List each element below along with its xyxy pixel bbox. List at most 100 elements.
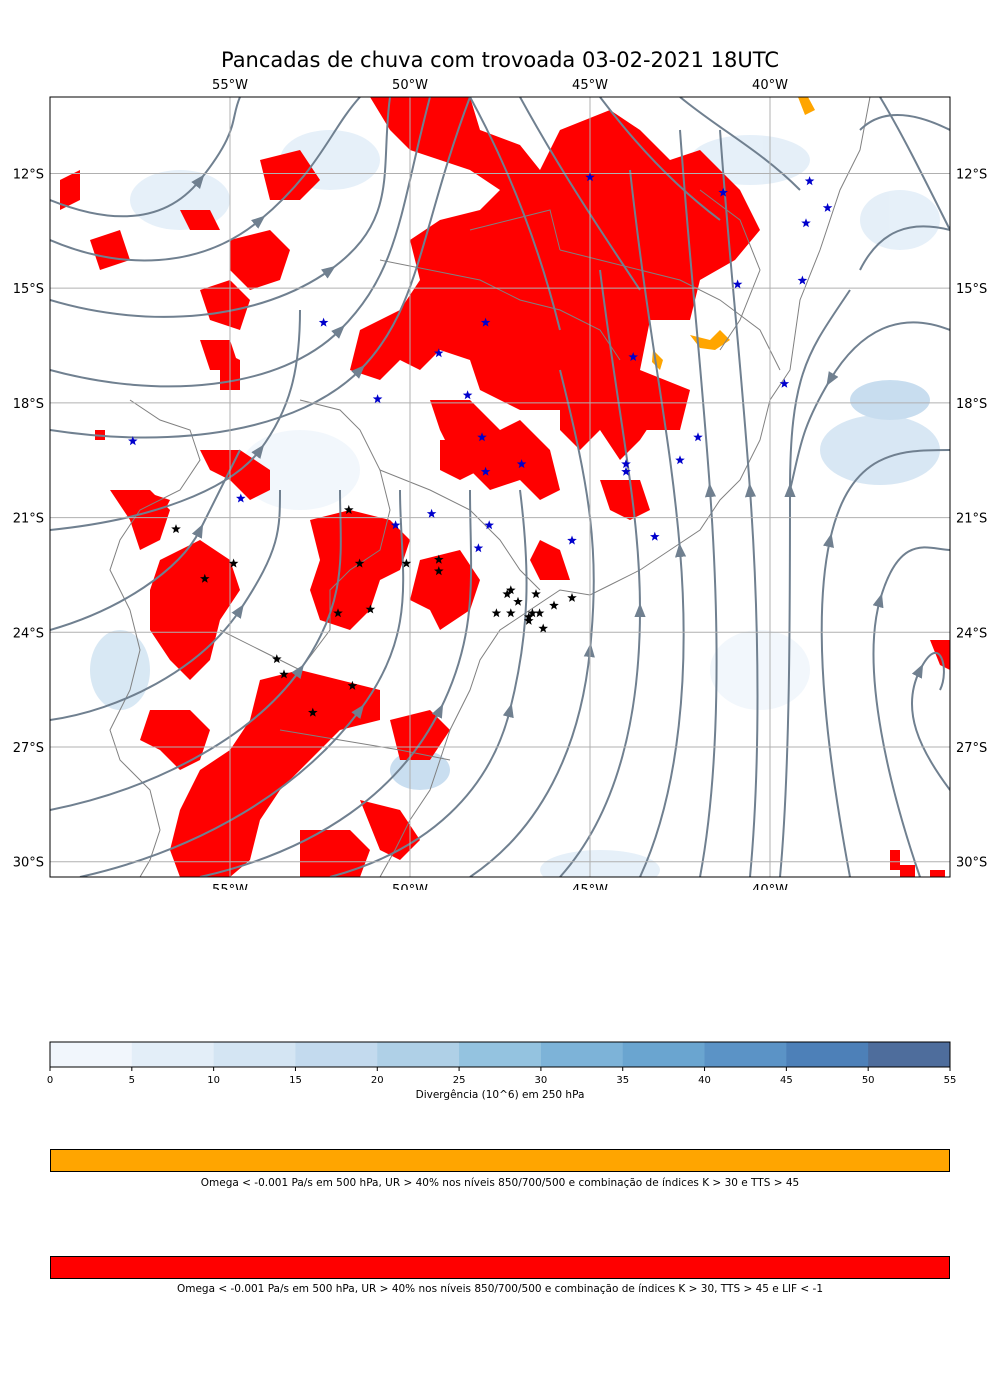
black-star-marker (491, 608, 502, 618)
colorbar-tick-label: 10 (207, 1075, 220, 1086)
blue-star-marker (318, 317, 329, 327)
blue-star-marker (480, 317, 491, 327)
black-star-marker (308, 707, 318, 717)
colorbar-tick-label: 40 (698, 1075, 711, 1086)
colorbar-segment (704, 1042, 787, 1067)
colorbar-segment (213, 1042, 296, 1067)
lat-label-right: 18°S (956, 397, 987, 412)
colorbar-tick-label: 35 (616, 1075, 629, 1086)
lat-label-right: 21°S (956, 512, 987, 527)
lat-label-right: 15°S (956, 282, 987, 297)
blue-star-marker (516, 459, 527, 469)
black-star-marker (354, 558, 365, 568)
blue-star-marker (484, 520, 494, 530)
lon-label-top: 40°W (752, 78, 788, 93)
black-star-marker (171, 524, 181, 534)
lat-label-right: 27°S (956, 741, 987, 756)
lat-label-left: 18°S (13, 397, 44, 412)
black-star-marker (228, 558, 239, 568)
blue-star-marker (779, 378, 790, 388)
black-star-marker (502, 589, 512, 599)
blue-star-marker (801, 218, 811, 228)
colorbar-tick-label: 50 (862, 1075, 875, 1086)
black-star-marker (333, 608, 343, 618)
blue-star-marker (426, 508, 437, 518)
blue-star-marker (804, 176, 815, 186)
black-star-marker (513, 596, 523, 606)
blue-star-marker (434, 348, 444, 358)
black-star-markers (171, 504, 577, 717)
black-star-marker (434, 554, 444, 564)
black-star-marker (524, 615, 534, 625)
blue-star-marker (585, 172, 595, 182)
map-frame (49, 96, 951, 878)
blue-star-marker (693, 432, 703, 442)
lon-label-top: 55°W (212, 78, 248, 93)
black-star-marker (527, 608, 538, 618)
blue-star-marker (650, 531, 660, 541)
colorbar-segment (540, 1042, 624, 1067)
colorbar-segment (459, 1042, 542, 1067)
blue-star-marker (718, 187, 728, 197)
lat-label-left: 24°S (13, 626, 44, 641)
colorbar-tick-label: 45 (780, 1075, 793, 1086)
gridlines (50, 97, 950, 877)
lat-label-right: 30°S (956, 856, 987, 871)
black-star-marker (531, 589, 541, 599)
colorbar-tick-label: 55 (944, 1075, 957, 1086)
red-legend-label: Omega < -0.001 Pa/s em 500 hPa, UR > 40%… (176, 1283, 824, 1295)
black-star-marker (506, 585, 516, 595)
lat-label-left: 12°S (13, 167, 44, 182)
orange-legend-label: Omega < -0.001 Pa/s em 500 hPa, UR > 40%… (200, 1177, 800, 1189)
black-star-marker (272, 654, 282, 664)
lon-label-bottom: 40°W (752, 883, 788, 890)
colorbar-segment (131, 1042, 215, 1067)
black-star-marker (434, 566, 444, 576)
blue-star-marker (236, 493, 246, 503)
blue-star-marker (732, 279, 743, 289)
lon-label-bottom: 55°W (212, 883, 248, 890)
red-legend-bar (50, 1256, 950, 1279)
lon-label-top: 45°W (572, 78, 608, 93)
black-star-marker (538, 623, 548, 633)
lon-label-bottom: 45°W (572, 883, 608, 890)
colorbar-segment (622, 1042, 706, 1067)
blue-star-marker (473, 543, 484, 553)
black-star-marker (347, 680, 358, 690)
colorbar-tick-label: 5 (129, 1075, 135, 1086)
black-star-marker (534, 608, 545, 618)
colorbar-segment (377, 1042, 460, 1067)
axis-labels: 55°W 55°W 50°W 50°W 45°W 45°W 40°W 40°W 12°S 12°S… (13, 78, 988, 890)
blue-star-marker (480, 466, 491, 476)
blue-star-marker (390, 520, 401, 530)
black-star-marker (567, 592, 577, 602)
colorbar-segment (295, 1042, 378, 1067)
black-star-marker (344, 504, 354, 514)
lat-label-left: 21°S (13, 512, 44, 527)
colorbar-tick-label: 15 (289, 1075, 302, 1086)
divergence-colorbar: 0 5 10 15 20 25 30 35 40 45 50 55 (47, 1041, 957, 1086)
colorbar-tick-label: 20 (371, 1075, 384, 1086)
chart-title: Pancadas de chuva com trovoada 03-02-202… (220, 48, 780, 72)
orange-legend-bar (50, 1149, 950, 1172)
blue-star-marker (628, 352, 638, 361)
black-star-marker (365, 604, 376, 614)
lat-label-left: 27°S (13, 741, 44, 756)
blue-star-markers (128, 172, 833, 553)
divergence-colorbar-label: Divergência (10^6) em 250 hPa (415, 1089, 585, 1101)
lon-label-top: 50°W (392, 78, 428, 93)
lat-label-left: 15°S (13, 282, 44, 297)
blue-star-marker (675, 455, 685, 465)
lat-label-right: 12°S (956, 167, 987, 182)
blue-star-marker (477, 432, 487, 442)
black-star-marker (401, 558, 412, 568)
colorbar-tick-label: 0 (47, 1075, 53, 1086)
black-star-marker (549, 600, 559, 610)
black-star-marker (279, 669, 289, 679)
blue-star-marker (621, 466, 631, 476)
black-star-marker (506, 608, 516, 618)
colorbar-tick-label: 25 (453, 1075, 466, 1086)
colorbar-segment (786, 1042, 869, 1067)
blue-star-marker (462, 390, 473, 400)
blue-star-marker (372, 394, 383, 404)
